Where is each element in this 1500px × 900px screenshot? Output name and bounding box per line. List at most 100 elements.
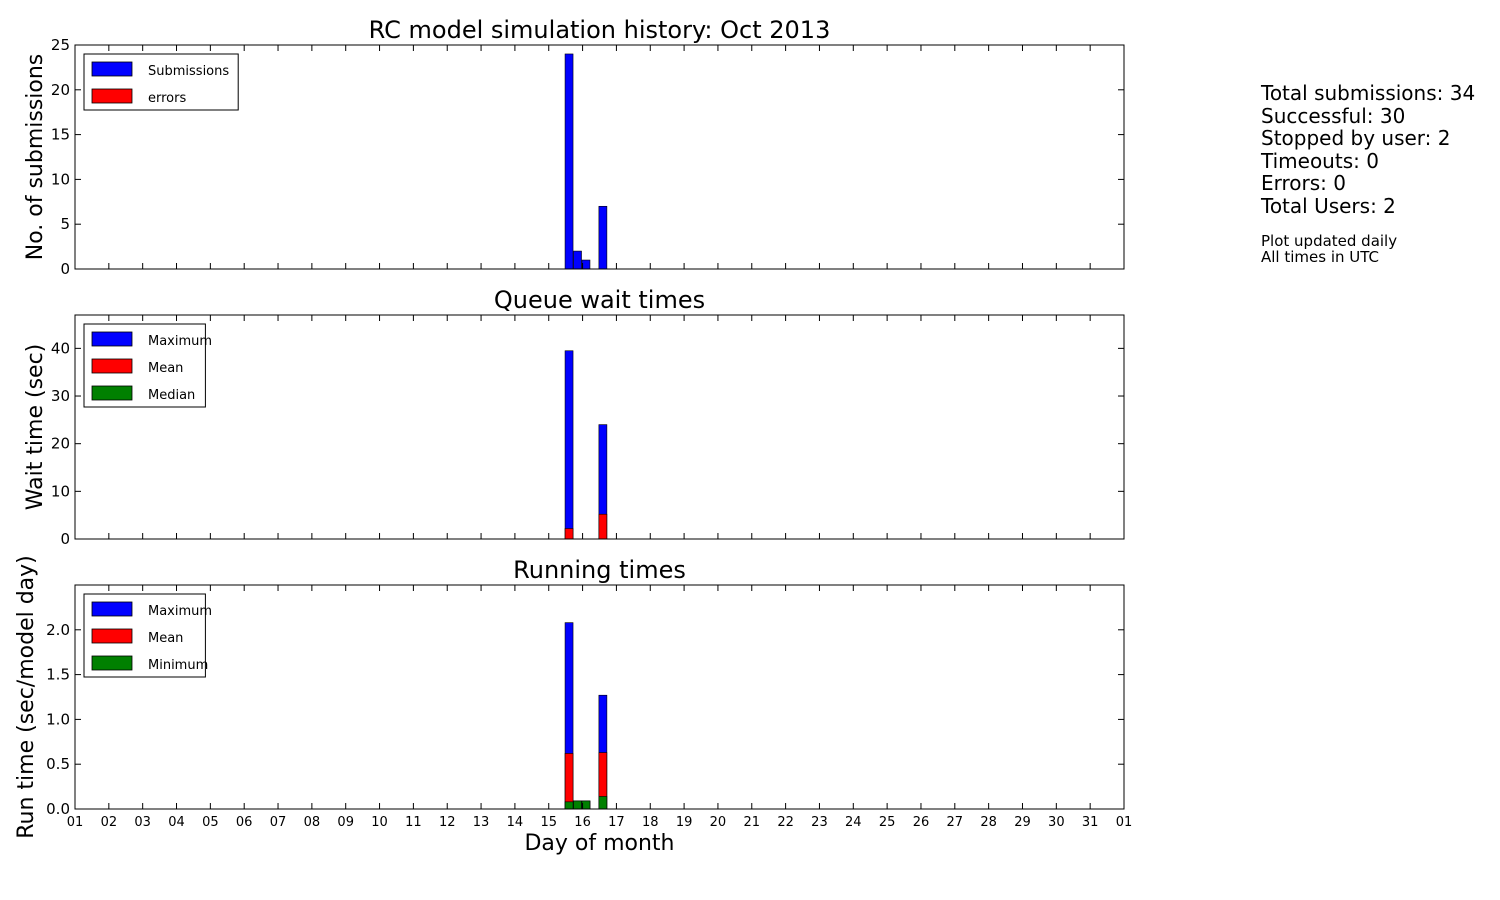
- x-tick-label: 12: [439, 815, 456, 830]
- x-tick-label: 11: [405, 815, 422, 830]
- summary-stats-panel: Total submissions: 34 Successful: 30 Sto…: [1261, 82, 1496, 265]
- x-tick-label: 15: [540, 815, 557, 830]
- legend: Maximum Mean Median: [83, 323, 212, 408]
- chart-panel-3: Running times Run time (sec/model day) 0.0…: [14, 555, 1132, 856]
- x-tick-label: 14: [507, 815, 524, 830]
- y-tick-label: 25: [51, 36, 70, 54]
- legend-swatch-maximum: [91, 331, 133, 347]
- x-tick-label: 13: [473, 815, 490, 830]
- timezone-note: All times in UTC: [1261, 248, 1380, 266]
- x-tick-label: 02: [101, 815, 118, 830]
- x-tick-label: 28: [980, 815, 997, 830]
- legend-swatch-maximum: [91, 601, 133, 617]
- y-tick-label: 40: [51, 339, 70, 357]
- y-tick-label: 30: [51, 387, 70, 405]
- successful-stat: Successful: 30: [1261, 103, 1406, 128]
- legend-swatch-minimum: [91, 655, 133, 671]
- y-tick-label: 0: [60, 260, 70, 278]
- x-tick-label: 05: [202, 815, 219, 830]
- x-tick-label: 31: [1082, 815, 1099, 830]
- chart-panel-2: Queue wait times Wait time (sec) 0 10 20 30 40…: [23, 286, 1125, 548]
- bar-minimum-1: [573, 800, 582, 810]
- legend: Submissions errors: [83, 53, 239, 111]
- x-tick-label: 20: [710, 815, 727, 830]
- timeouts-stat: Timeouts: 0: [1261, 148, 1379, 173]
- y-tick-label: 0: [60, 530, 70, 548]
- x-tick-label: 09: [337, 815, 354, 830]
- x-tick-label: 23: [811, 815, 828, 830]
- legend-label-mean: Mean: [148, 631, 183, 646]
- y-tick-label: 1.0: [46, 710, 70, 728]
- x-tick-label: 01: [67, 815, 84, 830]
- y-tick-label: 10: [51, 170, 70, 188]
- legend-label-maximum: Maximum: [148, 604, 212, 619]
- y-tick-label: 5: [60, 215, 70, 233]
- x-tick-label: 22: [777, 815, 794, 830]
- y-tick-label: 20: [51, 435, 70, 453]
- y-tick-label: 2.0: [46, 621, 70, 639]
- x-tick-label: 30: [1048, 815, 1065, 830]
- bar-submissions-2: [581, 259, 591, 270]
- plot-frame: [74, 44, 1125, 270]
- bar-submissions-1: [573, 250, 582, 270]
- legend: Maximum Mean Minimum: [83, 593, 212, 678]
- bar-minimum-3: [598, 796, 608, 810]
- plot-frame: [74, 314, 1125, 540]
- y-axis-label: No. of submissions: [23, 54, 48, 261]
- bar-submissions-0: [564, 53, 574, 270]
- legend-label-mean: Mean: [148, 361, 183, 376]
- x-tick-label: 08: [304, 815, 321, 830]
- legend-label-submissions: Submissions: [148, 64, 229, 79]
- x-tick-label: 01: [1116, 815, 1133, 830]
- y-tick-label: 0.5: [46, 755, 70, 773]
- legend-swatch-errors: [91, 88, 133, 104]
- x-tick-label: 06: [236, 815, 253, 830]
- x-tick-label: 07: [270, 815, 287, 830]
- errors-stat: Errors: 0: [1261, 171, 1346, 195]
- x-tick-label: 19: [676, 815, 693, 830]
- x-tick-label: 10: [371, 815, 388, 830]
- x-tick-label: 21: [744, 815, 761, 830]
- plot-notes: Plot updated daily All times in UTC: [1261, 233, 1496, 265]
- y-axis-label: Wait time (sec): [23, 344, 48, 511]
- panel-title: Queue wait times: [494, 286, 705, 314]
- bar-mean-0: [564, 528, 574, 540]
- y-tick-label: 0.0: [46, 800, 70, 818]
- x-tick-label: 16: [574, 815, 591, 830]
- bar-submissions-3: [598, 205, 608, 270]
- legend-swatch-mean: [91, 358, 133, 374]
- x-axis-label: Day of month: [524, 831, 674, 856]
- x-tick-label: 18: [642, 815, 659, 830]
- y-tick-label: 15: [51, 126, 70, 144]
- x-tick-label: 03: [134, 815, 151, 830]
- legend-swatch-mean: [91, 628, 133, 644]
- x-tick-label: 04: [168, 815, 185, 830]
- x-tick-label: 29: [1014, 815, 1031, 830]
- plot-frame: [74, 584, 1125, 810]
- legend-label-median: Median: [148, 388, 195, 403]
- legend-label-minimum: Minimum: [148, 658, 208, 673]
- bar-mean-1: [598, 513, 608, 540]
- x-tick-label: 17: [608, 815, 625, 830]
- legend-label-errors: errors: [148, 91, 186, 106]
- panel-title: Running times: [513, 556, 686, 584]
- y-tick-label: 20: [51, 81, 70, 99]
- chart-panel-1: RC model simulation history: Oct 2013 No.…: [23, 16, 1125, 278]
- bar-minimum-2: [581, 800, 591, 810]
- panel-title: RC model simulation history: Oct 2013: [369, 16, 831, 44]
- legend-label-maximum: Maximum: [148, 334, 212, 349]
- bar-mean-0: [564, 753, 574, 810]
- bar-maximum-0: [564, 350, 574, 540]
- legend-swatch-median: [91, 385, 133, 401]
- total-users-stat: Total Users: 2: [1261, 193, 1396, 218]
- y-axis-label: Run time (sec/model day): [14, 555, 39, 839]
- x-tick-label: 24: [845, 815, 862, 830]
- x-tick-label: 25: [879, 815, 896, 830]
- y-tick-label: 10: [51, 482, 70, 500]
- update-note: Plot updated daily: [1261, 232, 1398, 250]
- legend-swatch-submissions: [91, 61, 133, 77]
- x-tick-label: 26: [913, 815, 930, 830]
- y-tick-label: 1.5: [46, 666, 70, 684]
- x-tick-label: 27: [947, 815, 964, 830]
